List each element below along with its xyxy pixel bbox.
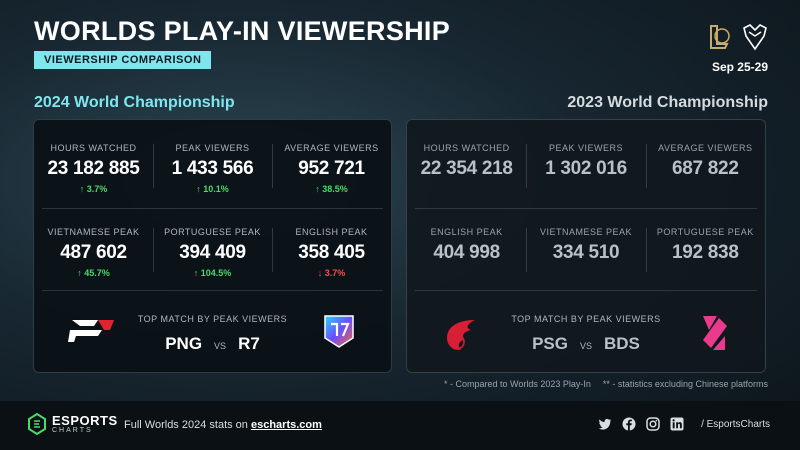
stat-change: ↓ 3.7%	[317, 268, 346, 278]
divider	[42, 208, 383, 209]
footer: ESPORTS CHARTS Full Worlds 2024 stats on…	[0, 401, 800, 450]
divider	[42, 290, 383, 291]
stat-label: PEAK VIEWERS	[548, 143, 623, 153]
card-2023: HOURS WATCHED 22 354 218 PEAK VIEWERS 1 …	[406, 119, 766, 373]
brand-main: ESPORTS	[52, 413, 118, 428]
top-match-2024: TOP MATCH BY PEAK VIEWERS PNG VS R7	[34, 292, 391, 372]
header-logos	[708, 22, 770, 52]
top-match-teams: PSG VS BDS	[407, 334, 765, 354]
instagram-icon[interactable]	[646, 417, 660, 431]
stat-average-viewers-2024: AVERAGE VIEWERS 952 721 ↑ 38.5%	[272, 126, 391, 208]
stat-english-peak-2023: ENGLISH PEAK 404 998	[407, 210, 526, 292]
card-2024: HOURS WATCHED 23 182 885 ↑ 3.7% PEAK VIE…	[33, 119, 392, 373]
stat-value: 22 354 218	[420, 158, 513, 179]
stat-value: 334 510	[552, 242, 620, 263]
stat-value: 404 998	[433, 242, 500, 263]
lol-logo-icon	[710, 25, 730, 49]
bds-logo-icon	[703, 316, 727, 350]
footer-message-text: Full Worlds 2024 stats on	[124, 419, 251, 431]
team-2: R7	[238, 334, 260, 353]
stat-average-viewers-2023: AVERAGE VIEWERS 687 822	[645, 126, 765, 208]
r7-logo-icon	[324, 315, 354, 348]
team-1: PSG	[532, 334, 568, 353]
vs-label: VS	[214, 341, 227, 351]
stat-label: PEAK VIEWERS	[175, 143, 250, 153]
stat-hours-watched-2023: HOURS WATCHED 22 354 218	[407, 126, 526, 208]
stat-value: 394 409	[179, 242, 246, 263]
stat-label: ENGLISH PEAK	[430, 227, 503, 237]
stat-label: VIETNAMESE PEAK	[47, 227, 140, 237]
stat-value: 23 182 885	[47, 158, 140, 179]
stat-label: PORTUGUESE PEAK	[164, 227, 261, 237]
footnote: ** - statistics excluding Chinese platfo…	[602, 379, 768, 389]
stat-portuguese-peak-2023: PORTUGUESE PEAK 192 838	[645, 210, 765, 292]
stat-value: 1 302 016	[545, 158, 627, 179]
team-1: PNG	[165, 334, 203, 353]
facebook-icon[interactable]	[622, 417, 636, 431]
stat-label: ENGLISH PEAK	[295, 227, 368, 237]
stat-change: ↑ 38.5%	[315, 184, 348, 194]
stat-english-peak-2024: ENGLISH PEAK 358 405 ↓ 3.7%	[272, 210, 391, 292]
psg-talon-logo-icon	[447, 320, 475, 350]
stat-peak-viewers-2023: PEAK VIEWERS 1 302 016	[526, 126, 645, 208]
social-links	[598, 417, 684, 431]
stat-peak-viewers-2024: PEAK VIEWERS 1 433 566 ↑ 10.1%	[153, 126, 272, 208]
team-2: BDS	[604, 334, 640, 353]
page-title: WORLDS PLAY-IN VIEWERSHIP	[34, 16, 451, 46]
stat-vietnamese-peak-2023: VIETNAMESE PEAK 334 510	[526, 210, 645, 292]
stat-value: 1 433 566	[171, 158, 254, 179]
paper-rex-logo-icon	[68, 320, 114, 342]
divider	[415, 208, 757, 209]
stat-value: 487 602	[60, 242, 127, 263]
footnotes: * - Compared to Worlds 2023 Play-In ** -…	[444, 379, 768, 389]
stat-portuguese-peak-2024: PORTUGUESE PEAK 394 409 ↑ 104.5%	[153, 210, 272, 292]
stat-value: 192 838	[672, 242, 739, 263]
worlds-trophy-icon	[743, 24, 767, 51]
divider	[415, 290, 757, 291]
stat-hours-watched-2024: HOURS WATCHED 23 182 885 ↑ 3.7%	[34, 126, 153, 208]
heading-2024: 2024 World Championship	[34, 94, 235, 111]
stat-value: 952 721	[298, 158, 365, 179]
top-match-label: TOP MATCH BY PEAK VIEWERS	[511, 314, 661, 324]
stat-change: ↑ 104.5%	[193, 268, 232, 278]
stat-value: 358 405	[298, 242, 365, 263]
stat-change: ↑ 45.7%	[77, 268, 110, 278]
stat-value: 687 822	[672, 158, 739, 179]
stat-label: AVERAGE VIEWERS	[658, 143, 753, 153]
stat-label: PORTUGUESE PEAK	[656, 227, 754, 237]
top-match-label: TOP MATCH BY PEAK VIEWERS	[137, 314, 288, 324]
footnote: * - Compared to Worlds 2023 Play-In	[444, 379, 591, 389]
esports-charts-logo-icon	[28, 413, 46, 435]
linkedin-icon[interactable]	[670, 417, 684, 431]
stat-change: ↑ 10.1%	[196, 184, 229, 194]
stat-label: HOURS WATCHED	[50, 143, 137, 153]
twitter-icon[interactable]	[598, 417, 612, 431]
event-date: Sep 25-29	[711, 60, 768, 74]
escharts-link[interactable]: escharts.com	[250, 419, 322, 431]
esports-charts-brand[interactable]: ESPORTS CHARTS	[28, 413, 118, 435]
subtitle-badge: VIEWERSHIP COMPARISON	[34, 51, 212, 69]
footer-message: Full Worlds 2024 stats on escharts.com	[124, 419, 322, 431]
stat-change: ↑ 3.7%	[79, 184, 108, 194]
heading-2023: 2023 World Championship	[567, 94, 768, 111]
vs-label: VS	[579, 341, 592, 351]
stat-vietnamese-peak-2024: VIETNAMESE PEAK 487 602 ↑ 45.7%	[34, 210, 153, 292]
social-handle: / EsportsCharts	[701, 419, 770, 430]
brand-sub: CHARTS	[52, 427, 93, 434]
stat-label: AVERAGE VIEWERS	[284, 143, 379, 153]
stat-label: VIETNAMESE PEAK	[539, 227, 632, 237]
stat-label: HOURS WATCHED	[423, 143, 510, 153]
top-match-teams: PNG VS R7	[34, 334, 391, 354]
top-match-2023: TOP MATCH BY PEAK VIEWERS PSG VS BDS	[407, 292, 765, 372]
